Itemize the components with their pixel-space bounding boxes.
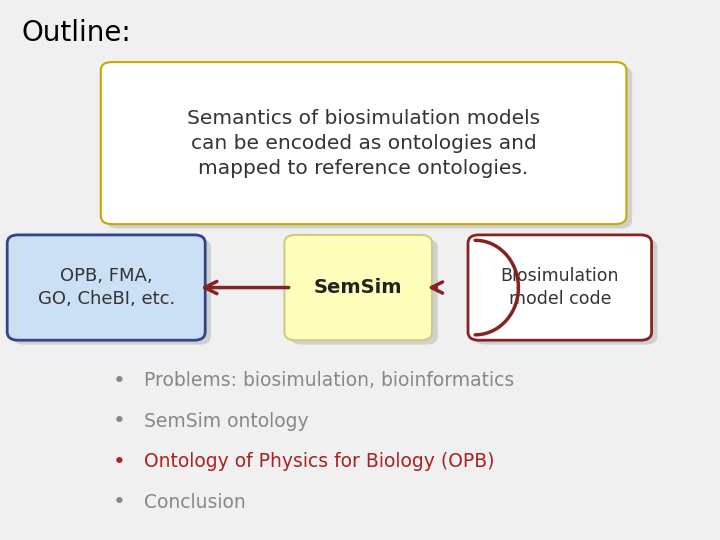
Text: SemSim: SemSim: [314, 278, 402, 297]
FancyBboxPatch shape: [107, 66, 632, 228]
Text: OPB, FMA,
GO, CheBI, etc.: OPB, FMA, GO, CheBI, etc.: [37, 267, 175, 308]
Text: Biosimulation
model code: Biosimulation model code: [500, 267, 619, 308]
FancyBboxPatch shape: [7, 235, 205, 340]
Text: Conclusion: Conclusion: [144, 492, 246, 512]
FancyBboxPatch shape: [474, 239, 657, 345]
Text: •: •: [112, 411, 125, 431]
Text: Ontology of Physics for Biology (OPB): Ontology of Physics for Biology (OPB): [144, 452, 495, 471]
Text: Outline:: Outline:: [22, 19, 131, 47]
Text: •: •: [112, 451, 125, 472]
FancyBboxPatch shape: [284, 235, 432, 340]
Text: Problems: biosimulation, bioinformatics: Problems: biosimulation, bioinformatics: [144, 371, 514, 390]
FancyBboxPatch shape: [13, 239, 211, 345]
Text: Semantics of biosimulation models
can be encoded as ontologies and
mapped to ref: Semantics of biosimulation models can be…: [187, 109, 540, 178]
FancyBboxPatch shape: [290, 239, 438, 345]
FancyBboxPatch shape: [468, 235, 652, 340]
Text: SemSim ontology: SemSim ontology: [144, 411, 309, 431]
FancyBboxPatch shape: [101, 62, 626, 224]
Text: •: •: [112, 492, 125, 512]
Text: •: •: [112, 370, 125, 391]
